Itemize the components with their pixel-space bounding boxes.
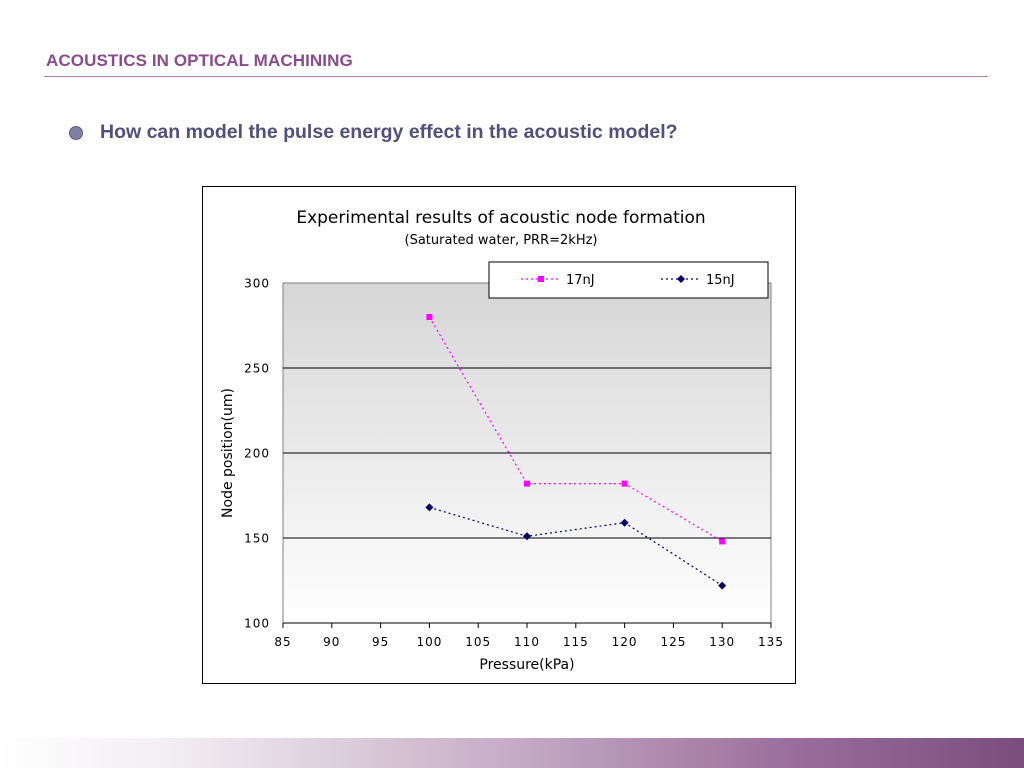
- chart-title: Experimental results of acoustic node fo…: [296, 208, 705, 228]
- bullet-icon: [69, 125, 83, 140]
- x-tick-label: 115: [563, 635, 589, 649]
- y-axis-label: Node position(um): [220, 388, 236, 518]
- slide-title: ACOUSTICS IN OPTICAL MACHINING: [46, 51, 353, 70]
- x-tick-label: 125: [660, 635, 686, 649]
- data-point-17nJ: [621, 480, 628, 487]
- x-tick-label: 90: [323, 635, 340, 649]
- data-point-15nJ: [523, 532, 531, 541]
- chart-svg: Experimental results of acoustic node fo…: [220, 208, 784, 673]
- x-axis-label: Pressure(kPa): [479, 657, 574, 673]
- data-point-17nJ: [426, 314, 433, 320]
- y-tick-label: 200: [244, 447, 270, 461]
- title-divider: [44, 76, 988, 77]
- x-tick-label: 100: [416, 635, 442, 649]
- x-tick-label: 135: [758, 635, 784, 649]
- x-tick-label: 130: [709, 635, 735, 649]
- data-point-15nJ: [718, 581, 727, 590]
- legend-box: [488, 261, 769, 299]
- data-point-15nJ: [620, 518, 629, 527]
- series-line-17nJ: [428, 316, 723, 542]
- y-tick-label: 100: [244, 617, 270, 631]
- data-point-17nJ: [524, 480, 530, 487]
- x-tick-label: 85: [274, 635, 291, 649]
- bullet-text: How can model the pulse energy effect in…: [100, 121, 678, 143]
- y-tick-label: 150: [244, 532, 270, 546]
- chart-frame: Experimental results of acoustic node fo…: [202, 186, 796, 684]
- legend-label-17nJ: 17nJ: [566, 273, 595, 288]
- legend-marker-17nJ: [538, 276, 544, 282]
- x-tick-label: 110: [514, 635, 540, 649]
- y-tick-label: 250: [244, 362, 270, 376]
- footer-gradient-bar: [0, 738, 1024, 768]
- data-point-15nJ: [425, 503, 434, 512]
- chart-subtitle: (Saturated water, PRR=2kHz): [405, 233, 598, 248]
- x-tick-label: 105: [465, 635, 491, 649]
- x-tick-label: 95: [372, 635, 389, 649]
- legend-label-15nJ: 15nJ: [706, 273, 735, 288]
- chart-legend: 17nJ 15nJ: [488, 261, 769, 299]
- y-tick-label: 300: [244, 277, 270, 291]
- x-tick-label: 120: [612, 635, 638, 649]
- legend-marker-15nJ: [677, 275, 685, 283]
- bullet-item: How can model the pulse energy effect in…: [69, 121, 678, 144]
- series-line-15nJ: [429, 506, 723, 587]
- data-point-17nJ: [719, 538, 726, 545]
